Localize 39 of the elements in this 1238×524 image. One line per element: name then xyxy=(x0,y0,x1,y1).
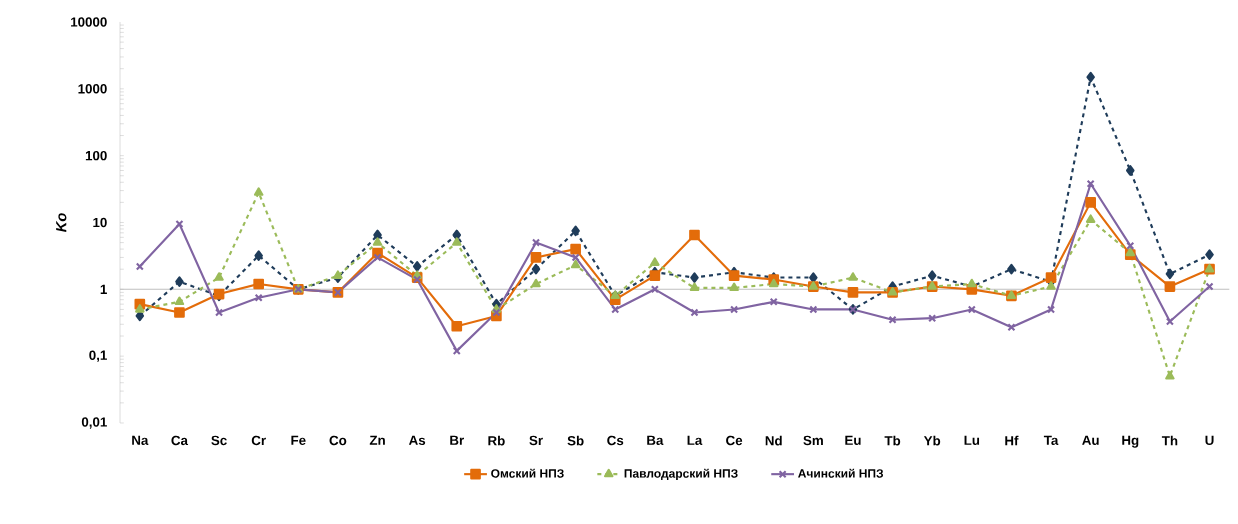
x-tick-label: Br xyxy=(450,435,464,445)
x-tick-label: Cr xyxy=(251,435,266,446)
y-tick-label: 100 xyxy=(85,150,107,161)
y-tick-label: 1000 xyxy=(78,84,107,94)
x-tick-label: La xyxy=(687,435,703,445)
x-tick-label: Tb xyxy=(884,435,901,446)
y-tick-label: 0,1 xyxy=(89,350,107,362)
y-tick-label: 1 xyxy=(100,284,107,294)
y-tick-label: 10000 xyxy=(71,17,107,27)
y-tick-label: 0,01 xyxy=(81,417,107,429)
x-tick-label: Rb xyxy=(488,435,505,446)
legend-label: Ачинский НПЗ xyxy=(798,468,884,478)
x-tick-label: Cs xyxy=(607,435,624,446)
x-tick-label: Ca xyxy=(171,435,189,446)
y-axis-title: Ko xyxy=(56,213,67,233)
x-tick-label: Th xyxy=(1161,435,1178,446)
x-tick-label: Ba xyxy=(647,435,664,445)
x-tick-label: Sr xyxy=(529,435,543,446)
x-tick-label: Sm xyxy=(803,435,823,446)
y-tick-label: 10 xyxy=(93,217,107,228)
x-tick-label: Hg xyxy=(1122,435,1139,448)
x-tick-label: Lu xyxy=(964,435,980,445)
x-tick-label: Ta xyxy=(1043,435,1059,445)
x-tick-label: Fe xyxy=(291,435,306,445)
x-tick-label: Co xyxy=(329,435,347,446)
legend-label: Омский НПЗ xyxy=(491,468,564,478)
x-tick-label: U xyxy=(1205,435,1214,445)
x-tick-label: Sb xyxy=(567,435,584,446)
x-tick-label: Sc xyxy=(211,435,227,446)
x-tick-label: Zn xyxy=(369,435,385,445)
x-tick-label: Ce xyxy=(726,435,743,446)
x-tick-label: Hf xyxy=(1005,435,1019,446)
legend-label: Павлодарский НПЗ xyxy=(624,468,738,481)
x-tick-label: As xyxy=(408,435,426,445)
x-tick-label: Na xyxy=(132,435,149,445)
x-tick-label: Nd xyxy=(765,435,782,446)
x-tick-label: Eu xyxy=(845,435,861,445)
x-tick-label: Yb xyxy=(923,435,941,446)
x-tick-label: Au xyxy=(1082,435,1099,445)
